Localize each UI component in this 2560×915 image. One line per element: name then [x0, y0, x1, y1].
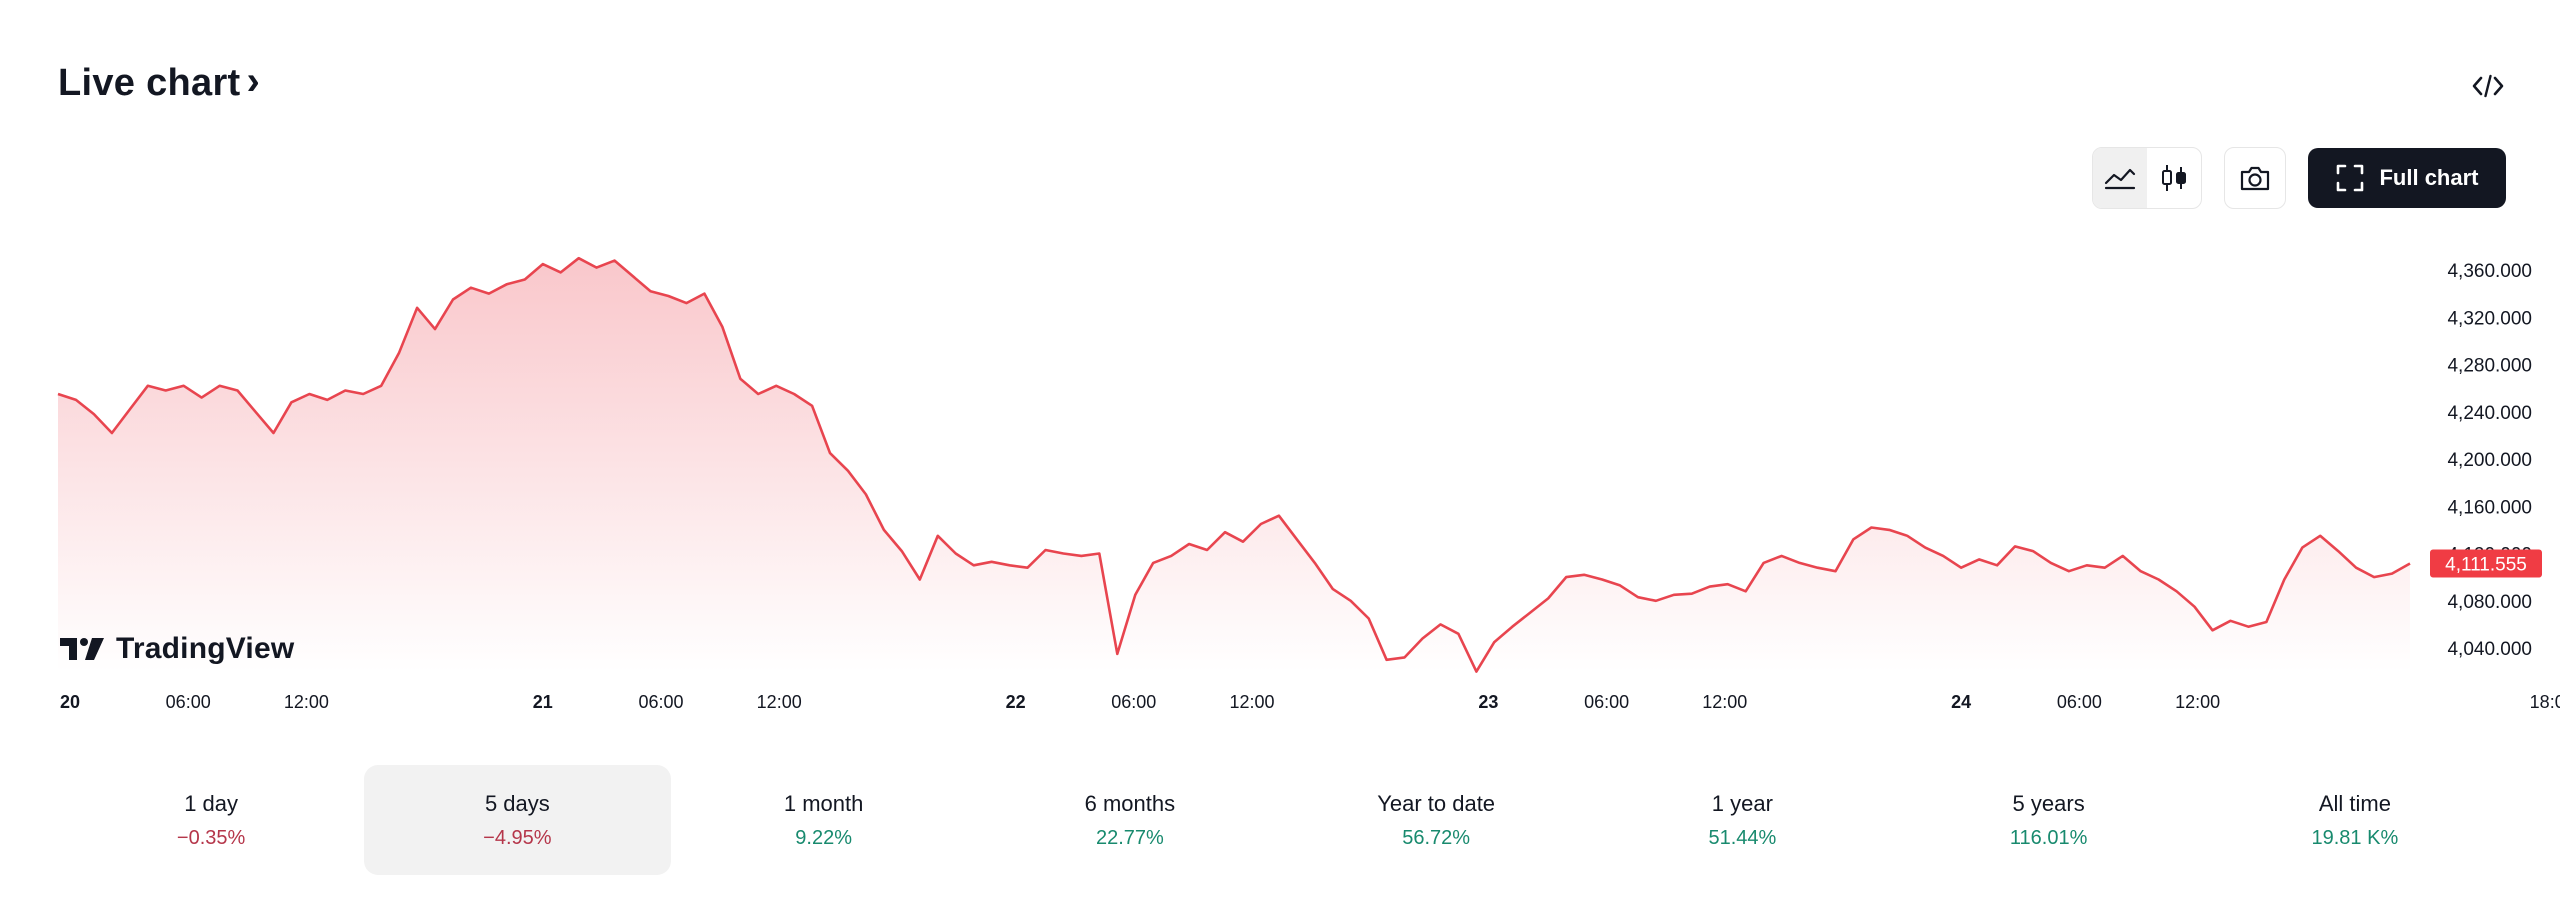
period-change-value: −4.95% [483, 826, 552, 849]
x-tick-label: 06:00 [2057, 692, 2102, 712]
y-tick-label: 4,040.000 [2447, 639, 2532, 660]
price-series-line[interactable] [57, 256, 2411, 673]
price-area-fill [58, 258, 2410, 672]
y-tick-label: 4,320.000 [2447, 308, 2532, 329]
tradingview-mark-icon [60, 638, 104, 660]
period-tab-all-time[interactable]: All time 19.81 K% [2202, 765, 2508, 875]
x-tick-label: 06:00 [166, 692, 211, 712]
candlestick-chart-button[interactable] [2147, 148, 2201, 208]
x-tick-label: 24 [1951, 692, 1971, 712]
x-tick-label: 12:00 [757, 692, 802, 712]
price-area-chart[interactable]: 4,360.000 4,320.000 4,280.000 4,240.000 4,20… [0, 230, 2560, 730]
period-change-value: 51.44% [1708, 826, 1777, 849]
period-label: 1 day [184, 790, 239, 816]
x-tick-label: 23 [1478, 692, 1498, 712]
period-tab-5-days[interactable]: 5 days −4.95% [364, 765, 671, 875]
period-tab-6-months[interactable]: 6 months 22.77% [977, 765, 1283, 875]
period-label: Year to date [1377, 790, 1496, 816]
x-tick-label: 20 [60, 692, 80, 712]
chart-type-switch [2092, 147, 2202, 209]
period-label: 1 month [783, 790, 864, 816]
y-tick-label: 4,080.000 [2447, 592, 2532, 613]
performance-periods: 1 day −0.35% 5 days −4.95% 1 month 9.22% 6 mon… [58, 765, 2508, 875]
tradingview-logo: TradingView [60, 632, 294, 666]
x-tick-label: 06:00 [638, 692, 683, 712]
live-chart-header[interactable]: Live chart › [58, 59, 260, 105]
full-chart-button[interactable]: Full chart [2308, 148, 2506, 208]
x-tick-label: 06:00 [1584, 692, 1629, 712]
camera-icon [2240, 166, 2270, 191]
period-tab-1-day[interactable]: 1 day −0.35% [58, 765, 364, 875]
x-tick-label: 12:00 [2175, 692, 2220, 712]
x-tick-label: 22 [1006, 692, 1026, 712]
last-price-badge [2430, 549, 2542, 578]
code-embed-icon [2472, 74, 2504, 98]
y-tick-label: 4,360.000 [2447, 261, 2532, 282]
y-tick-label: 4,240.000 [2447, 403, 2532, 424]
embed-code-button[interactable] [2468, 68, 2508, 104]
snapshot-button[interactable] [2224, 147, 2286, 209]
period-tab-1-month[interactable]: 1 month 9.22% [671, 765, 977, 875]
chart-toolbar: Full chart [2092, 147, 2506, 209]
period-label: 6 months [1084, 790, 1176, 816]
period-label: 5 years [2012, 790, 2085, 816]
area-chart-icon [2104, 168, 2136, 190]
y-tick-label: 4,160.000 [2447, 497, 2532, 518]
period-tab-5-years[interactable]: 5 years 116.01% [1896, 765, 2202, 875]
x-tick-label: 18:00 [2530, 692, 2560, 712]
page-title[interactable]: Live chart [58, 62, 241, 104]
period-label: All time [2318, 790, 2391, 816]
period-change-value: 116.01% [2009, 826, 2088, 849]
last-price-label: 4,111.555 [2445, 555, 2527, 576]
y-tick-label: 4,280.000 [2447, 356, 2532, 377]
y-tick-label: 4,200.000 [2447, 450, 2532, 471]
period-change-value: 19.81 K% [2311, 826, 2399, 849]
x-tick-label: 12:00 [1702, 692, 1747, 712]
x-tick-label: 12:00 [284, 692, 329, 712]
period-change-value: 22.77% [1095, 826, 1164, 849]
period-label: 5 days [484, 790, 550, 816]
chevron-right-icon[interactable]: › [246, 59, 260, 103]
full-chart-label[interactable]: Full chart [2379, 165, 2479, 190]
period-tab-year-to-date[interactable]: Year to date 56.72% [1283, 765, 1589, 875]
period-change-value: 56.72% [1402, 826, 1471, 849]
tradingview-wordmark: TradingView [116, 632, 295, 665]
x-tick-label: 21 [533, 692, 553, 712]
x-tick-label: 12:00 [1229, 692, 1274, 712]
period-label: 1 year [1711, 790, 1773, 816]
period-change-value: 9.22% [795, 826, 852, 849]
candlestick-icon [2162, 165, 2186, 191]
period-change-value: −0.35% [176, 826, 246, 849]
x-tick-label: 06:00 [1111, 692, 1156, 712]
area-chart-button[interactable] [2093, 148, 2147, 208]
fullscreen-icon [2337, 164, 2364, 192]
period-tab-1-year[interactable]: 1 year 51.44% [1589, 765, 1895, 875]
